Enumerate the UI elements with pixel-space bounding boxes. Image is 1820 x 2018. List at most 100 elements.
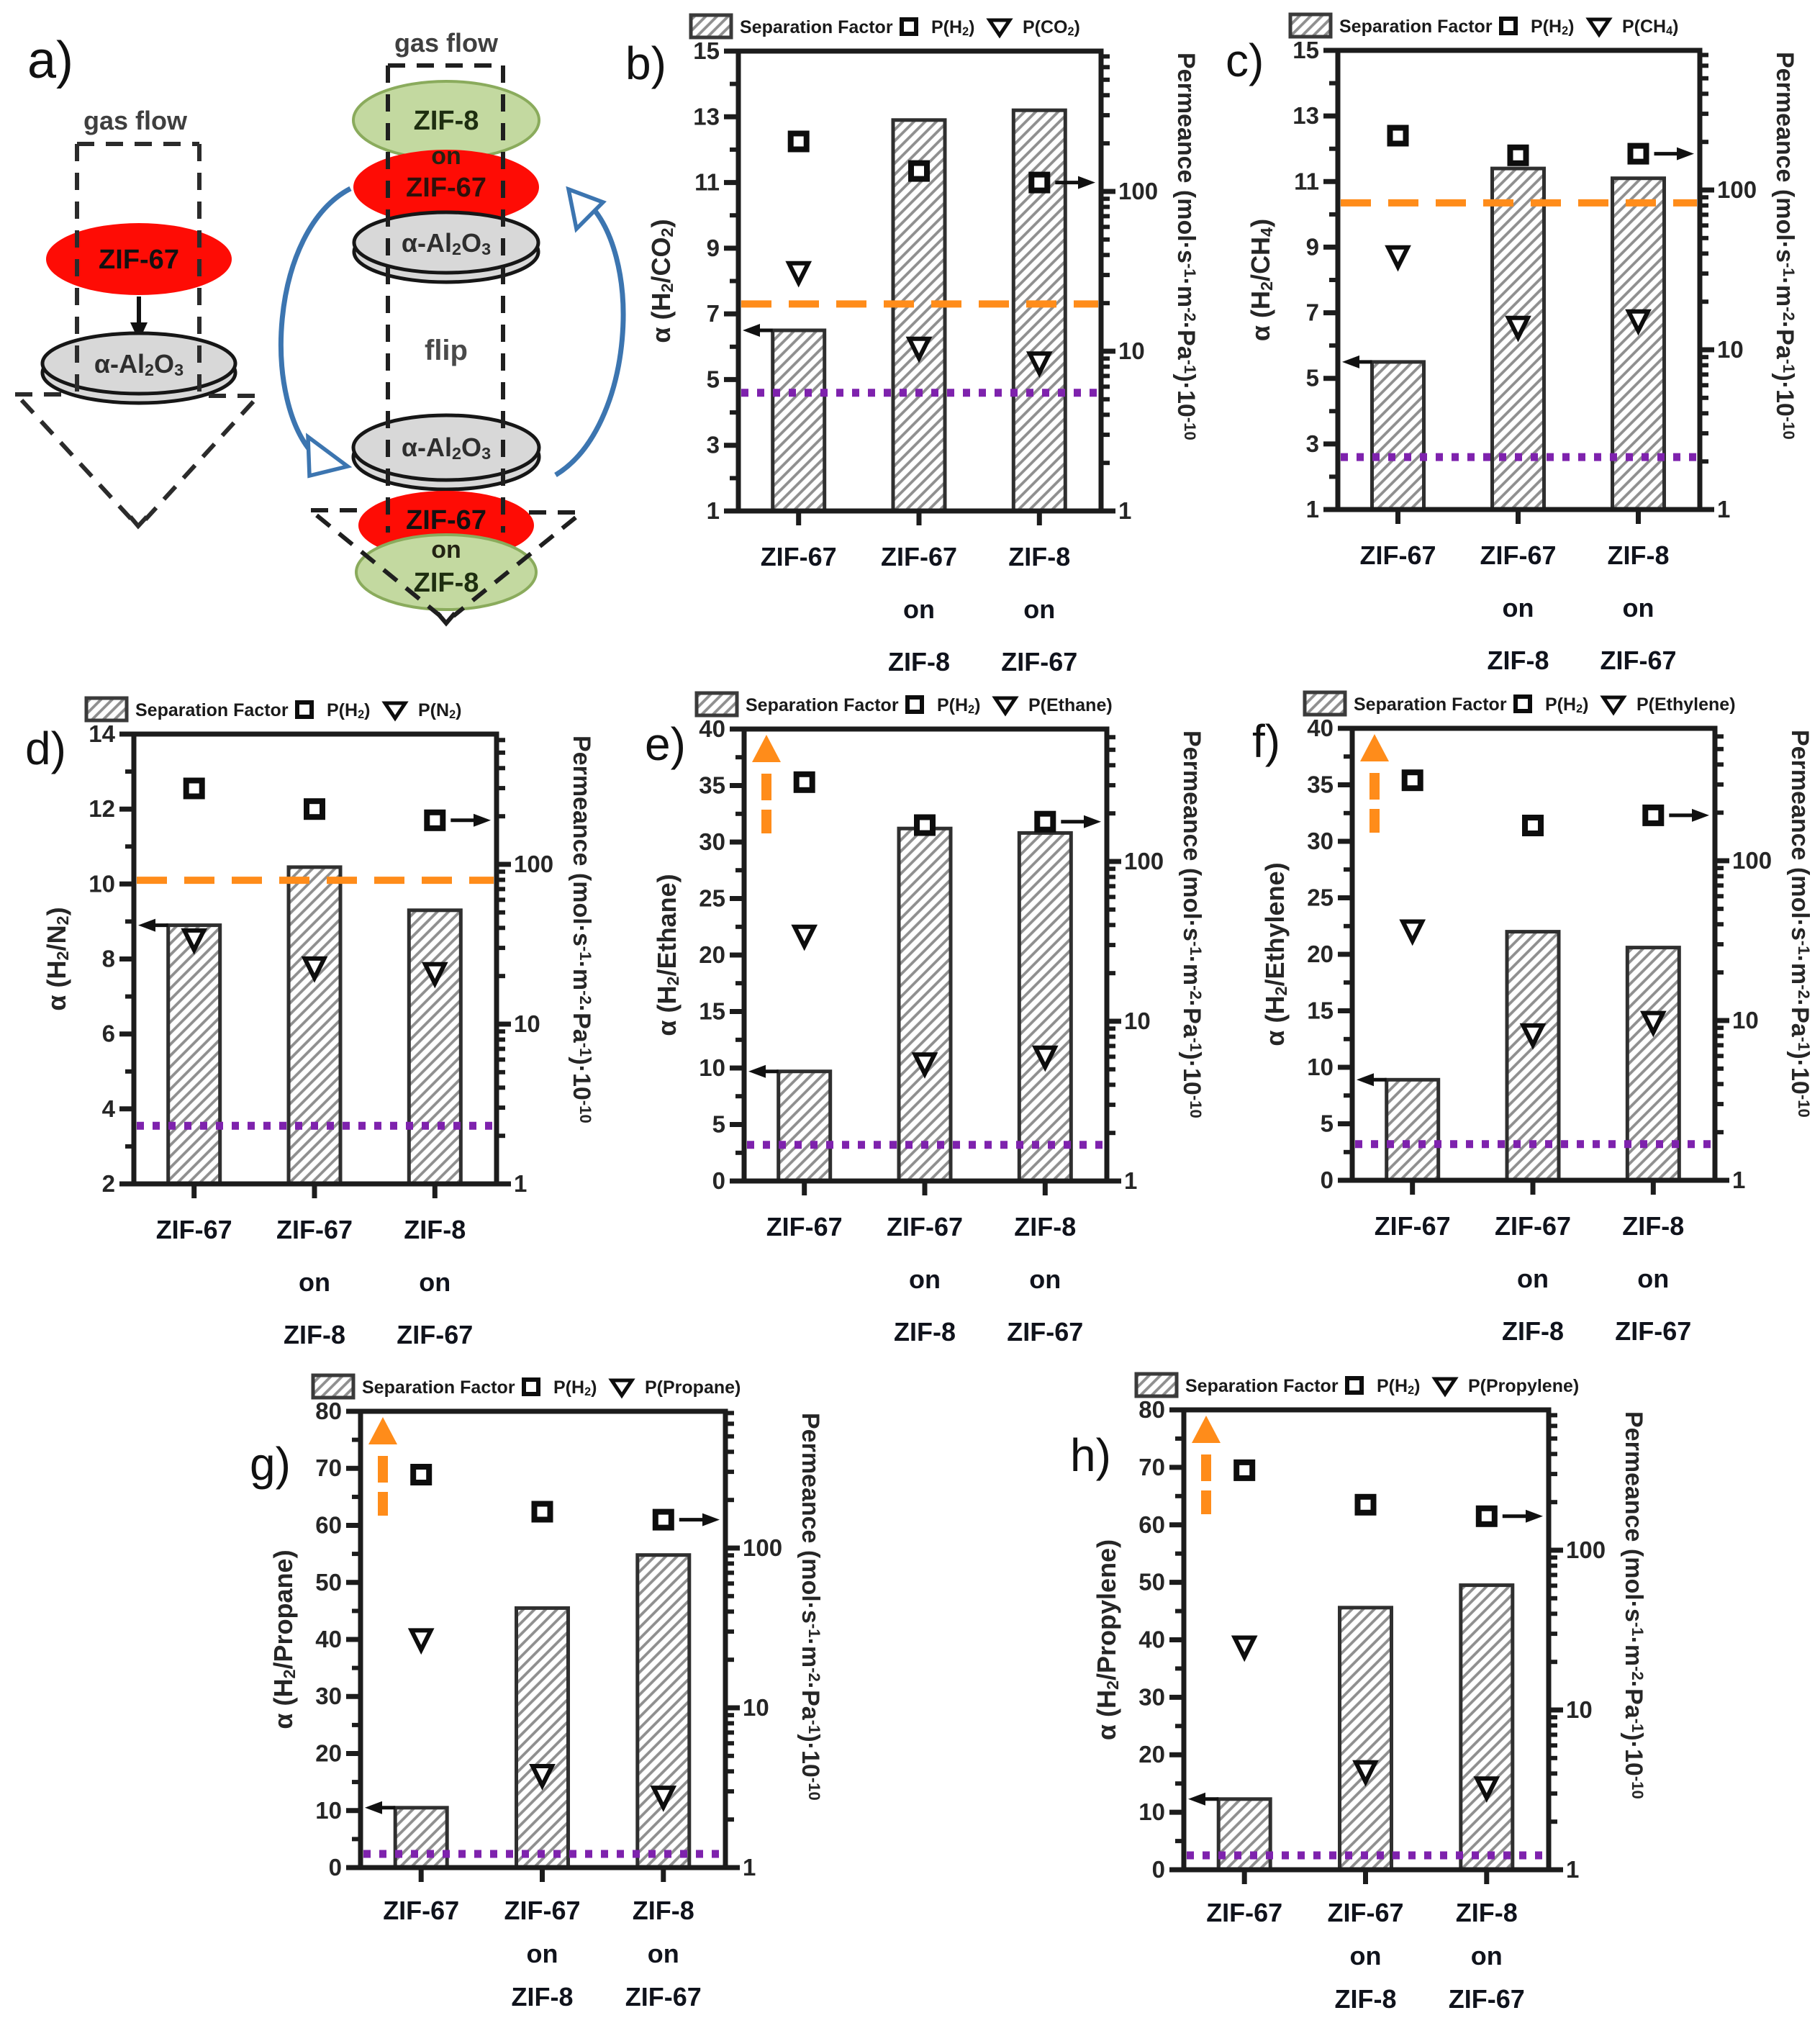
svg-text:on: on bbox=[1471, 1941, 1503, 1971]
svg-text:10: 10 bbox=[1307, 1054, 1334, 1080]
svg-text:100: 100 bbox=[1717, 176, 1757, 203]
svg-text:P(N2): P(N2) bbox=[418, 700, 461, 721]
svg-text:11: 11 bbox=[694, 169, 720, 196]
svg-text:4: 4 bbox=[102, 1095, 116, 1122]
svg-text:ZIF-67: ZIF-67 bbox=[406, 505, 486, 535]
svg-text:30: 30 bbox=[315, 1683, 342, 1709]
svg-text:ZIF-8: ZIF-8 bbox=[414, 106, 479, 136]
svg-text:1: 1 bbox=[1717, 496, 1730, 522]
svg-text:P(Ethane): P(Ethane) bbox=[1028, 695, 1113, 715]
svg-text:gas flow: gas flow bbox=[83, 106, 188, 135]
svg-text:10: 10 bbox=[699, 1054, 725, 1081]
svg-text:ZIF-8: ZIF-8 bbox=[1608, 540, 1670, 570]
svg-text:Separation Factor: Separation Factor bbox=[1185, 1376, 1339, 1396]
svg-text:ZIF-8: ZIF-8 bbox=[1502, 1316, 1564, 1346]
svg-text:12: 12 bbox=[89, 795, 115, 822]
svg-text:10: 10 bbox=[1732, 1007, 1759, 1033]
svg-text:P(H2): P(H2) bbox=[1377, 1376, 1420, 1397]
svg-text:on: on bbox=[431, 142, 461, 170]
svg-text:25: 25 bbox=[699, 885, 725, 912]
svg-text:flip: flip bbox=[425, 335, 468, 366]
svg-text:on: on bbox=[1637, 1264, 1669, 1293]
svg-text:5: 5 bbox=[707, 366, 720, 392]
svg-text:ZIF-67: ZIF-67 bbox=[99, 245, 179, 275]
svg-text:20: 20 bbox=[315, 1740, 342, 1767]
svg-text:35: 35 bbox=[699, 772, 725, 799]
svg-text:Permeance (mol·s-1·m-2·Pa-1)·1: Permeance (mol·s-1·m-2·Pa-1)·10-10 bbox=[1178, 730, 1205, 1118]
svg-text:100: 100 bbox=[1118, 178, 1158, 204]
svg-text:Separation Factor: Separation Factor bbox=[1354, 694, 1507, 715]
svg-text:0: 0 bbox=[1321, 1167, 1334, 1193]
svg-text:α (H2/Propane): α (H2/Propane) bbox=[268, 1549, 299, 1729]
svg-text:on: on bbox=[1517, 1264, 1549, 1293]
svg-text:e): e) bbox=[645, 718, 686, 770]
svg-text:ZIF-67: ZIF-67 bbox=[1206, 1898, 1282, 1927]
svg-text:P(H2): P(H2) bbox=[937, 695, 980, 716]
svg-text:3: 3 bbox=[1306, 430, 1319, 457]
svg-text:Permeance (mol·s-1·m-2·Pa-1)·1: Permeance (mol·s-1·m-2·Pa-1)·10-10 bbox=[1620, 1411, 1647, 1799]
svg-text:b): b) bbox=[625, 37, 666, 89]
svg-text:on: on bbox=[1023, 594, 1055, 624]
svg-text:α-Al2O3: α-Al2O3 bbox=[402, 433, 491, 463]
svg-text:ZIF-67: ZIF-67 bbox=[1600, 646, 1676, 675]
svg-text:ZIF-8: ZIF-8 bbox=[1335, 1984, 1397, 2014]
svg-text:on: on bbox=[909, 1264, 941, 1294]
svg-text:40: 40 bbox=[1138, 1626, 1165, 1653]
svg-text:P(H2): P(H2) bbox=[553, 1377, 597, 1398]
svg-text:on: on bbox=[527, 1939, 558, 1968]
svg-text:15: 15 bbox=[1292, 37, 1319, 63]
svg-text:100: 100 bbox=[1732, 847, 1772, 874]
svg-text:ZIF-67: ZIF-67 bbox=[1495, 1211, 1571, 1241]
svg-text:30: 30 bbox=[1307, 828, 1334, 854]
svg-text:ZIF-67: ZIF-67 bbox=[1615, 1316, 1691, 1346]
svg-text:ZIF-67: ZIF-67 bbox=[504, 1896, 580, 1925]
svg-text:10: 10 bbox=[89, 870, 115, 897]
svg-text:10: 10 bbox=[743, 1694, 769, 1721]
svg-text:5: 5 bbox=[1306, 365, 1319, 392]
svg-text:15: 15 bbox=[699, 998, 725, 1025]
svg-text:P(Propane): P(Propane) bbox=[645, 1377, 741, 1398]
svg-text:7: 7 bbox=[1306, 299, 1319, 326]
svg-text:ZIF-8: ZIF-8 bbox=[1008, 542, 1070, 571]
svg-text:P(H2): P(H2) bbox=[327, 700, 370, 721]
svg-text:10: 10 bbox=[1138, 1798, 1165, 1825]
svg-text:ZIF-67: ZIF-67 bbox=[1007, 1317, 1083, 1347]
svg-text:20: 20 bbox=[699, 941, 725, 968]
svg-text:5: 5 bbox=[1321, 1110, 1334, 1137]
svg-text:α (H2/CO2): α (H2/CO2) bbox=[646, 219, 676, 343]
svg-text:c): c) bbox=[1226, 35, 1264, 86]
svg-text:1: 1 bbox=[514, 1170, 527, 1197]
svg-text:on: on bbox=[1350, 1941, 1382, 1971]
svg-text:80: 80 bbox=[315, 1398, 342, 1424]
svg-text:15: 15 bbox=[693, 37, 720, 64]
svg-text:6: 6 bbox=[102, 1021, 115, 1047]
svg-text:ZIF-67: ZIF-67 bbox=[1001, 647, 1077, 677]
svg-text:on: on bbox=[1503, 593, 1534, 623]
svg-text:on: on bbox=[1623, 593, 1654, 623]
svg-text:70: 70 bbox=[315, 1454, 342, 1481]
svg-text:15: 15 bbox=[1307, 997, 1334, 1024]
svg-text:Permeance (mol·s-1·m-2·Pa-1)·1: Permeance (mol·s-1·m-2·Pa-1)·10-10 bbox=[797, 1413, 824, 1801]
svg-text:α-Al2O3: α-Al2O3 bbox=[402, 228, 491, 258]
svg-text:10: 10 bbox=[1118, 338, 1145, 364]
svg-text:P(Ethylene): P(Ethylene) bbox=[1636, 694, 1736, 715]
svg-text:1: 1 bbox=[1124, 1167, 1137, 1194]
svg-text:8: 8 bbox=[102, 946, 115, 972]
svg-text:f): f) bbox=[1252, 715, 1280, 767]
svg-text:40: 40 bbox=[315, 1626, 342, 1652]
svg-text:1: 1 bbox=[707, 497, 720, 524]
svg-text:ZIF-67: ZIF-67 bbox=[887, 1212, 963, 1241]
svg-text:g): g) bbox=[250, 1438, 291, 1490]
svg-text:10: 10 bbox=[1124, 1008, 1151, 1034]
svg-text:on: on bbox=[299, 1267, 330, 1297]
svg-text:ZIF-8: ZIF-8 bbox=[1622, 1211, 1684, 1241]
svg-text:on: on bbox=[903, 594, 935, 624]
svg-text:60: 60 bbox=[1138, 1511, 1165, 1538]
svg-text:Separation Factor: Separation Factor bbox=[135, 700, 289, 720]
svg-text:ZIF-8: ZIF-8 bbox=[633, 1896, 694, 1925]
svg-text:a): a) bbox=[27, 32, 73, 89]
svg-text:ZIF-67: ZIF-67 bbox=[1375, 1211, 1451, 1241]
svg-text:10: 10 bbox=[315, 1797, 342, 1824]
svg-text:ZIF-67: ZIF-67 bbox=[156, 1215, 232, 1244]
svg-text:ZIF-67: ZIF-67 bbox=[383, 1896, 459, 1925]
